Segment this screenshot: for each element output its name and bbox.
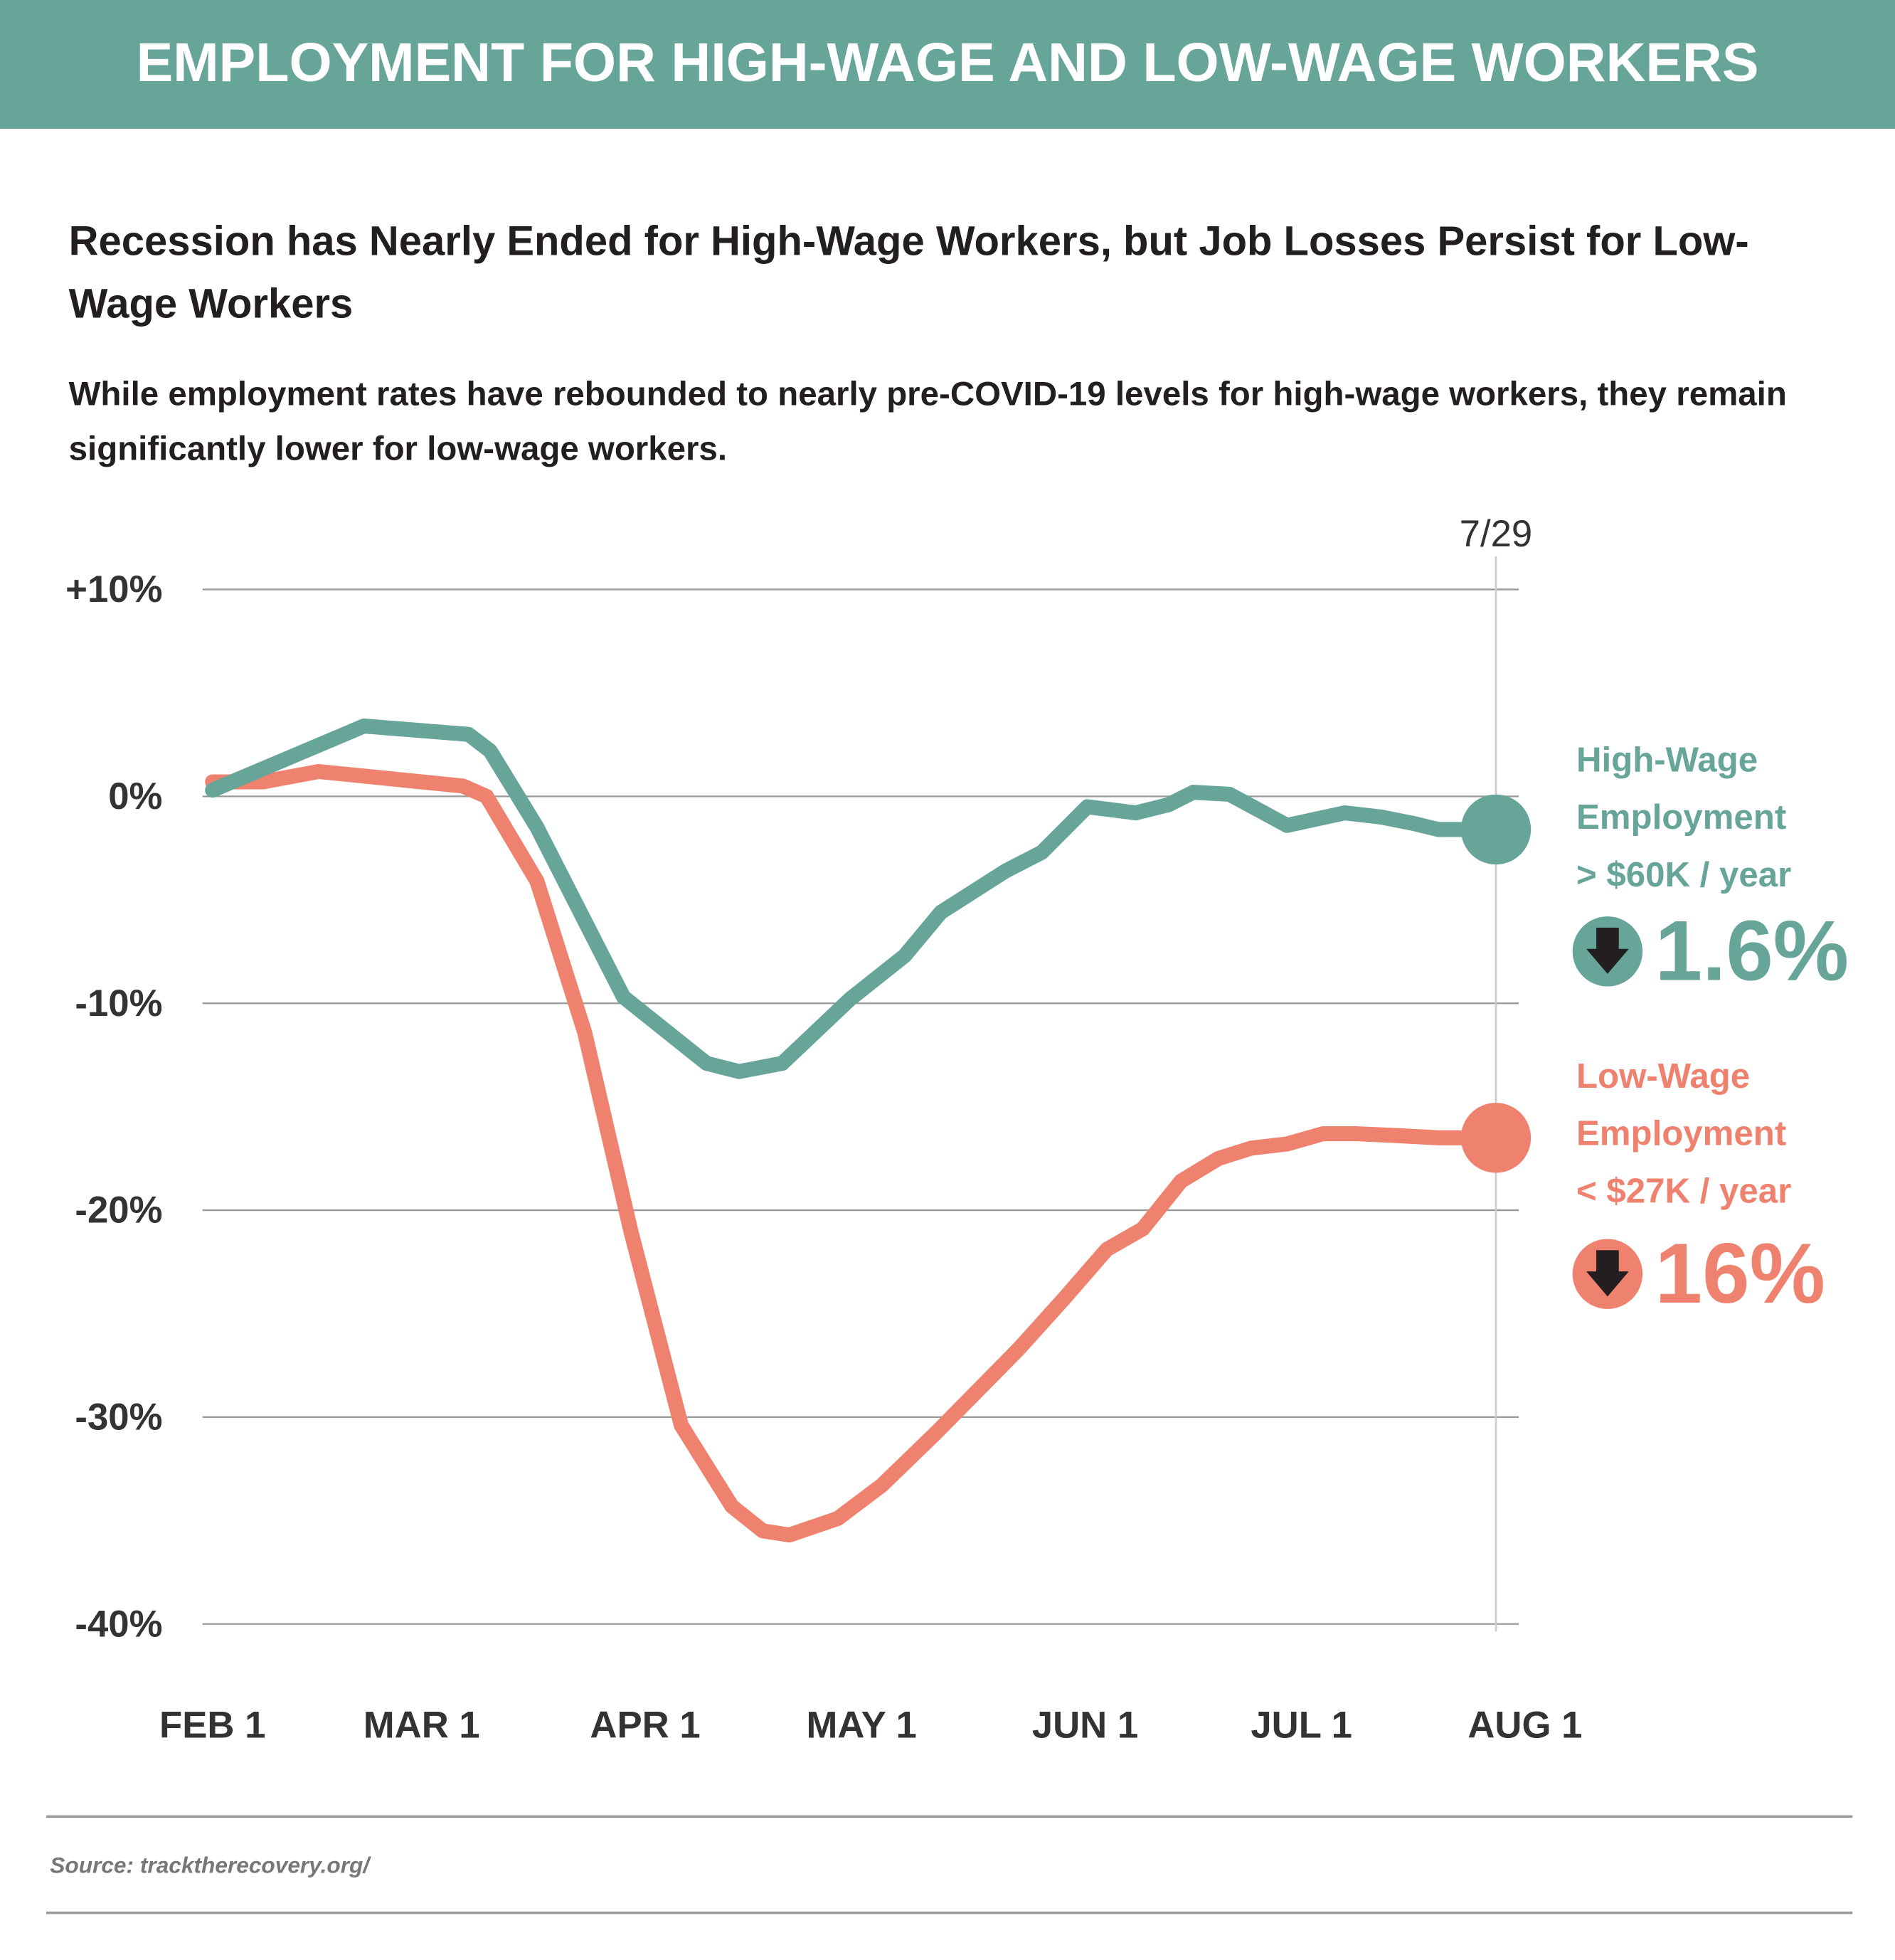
low-wage-change: 16% [1572,1225,1825,1323]
legend-high-line3: > $60K / year [1576,854,1792,894]
y-tick-label: -30% [75,1396,162,1438]
down-arrow-icon [1572,1239,1643,1309]
footer-divider-bottom [46,1911,1853,1914]
y-tick-label: +10% [65,568,162,610]
high-wage-change: 1.6% [1572,903,1849,1000]
legend-low-line1: Low-Wage [1576,1056,1751,1096]
date-marker-label: 7/29 [1460,513,1533,555]
footer-divider-top [46,1815,1853,1818]
x-tick-label: APR 1 [590,1705,700,1747]
high-wage-end-dot [1460,794,1532,865]
legend-high-line2: Employment [1576,798,1787,837]
legend-low-line2: Employment [1576,1113,1787,1153]
y-tick-label: -40% [75,1603,162,1645]
y-tick-label: -20% [75,1190,162,1231]
x-tick-label: AUG 1 [1467,1705,1582,1747]
x-tick-label: JUN 1 [1032,1705,1138,1747]
y-tick-label: -10% [75,982,162,1024]
legend-low-wage: Low-Wage Employment < $27K / year [1576,1048,1791,1221]
x-tick-label: MAR 1 [363,1705,480,1747]
legend-low-line3: < $27K / year [1576,1171,1792,1211]
x-tick-label: JUL 1 [1251,1705,1352,1747]
x-tick-label: MAY 1 [807,1705,917,1747]
high-wage-change-value: 1.6% [1655,904,1849,1000]
x-tick-label: FEB 1 [159,1705,265,1747]
chart-subtitle: Recession has Nearly Ended for High-Wage… [68,217,1749,327]
y-tick-label: 0% [108,775,162,817]
legend-high-line1: High-Wage [1576,740,1758,779]
low-wage-line [205,763,1512,1543]
low-wage-change-value: 16% [1655,1226,1825,1322]
high-wage-line [205,718,1512,1079]
header-bar: EMPLOYMENT FOR HIGH-WAGE AND LOW-WAGE WO… [0,0,1895,129]
header-title: EMPLOYMENT FOR HIGH-WAGE AND LOW-WAGE WO… [136,32,1759,94]
chart-description: While employment rates have rebounded to… [68,375,1787,468]
source-note: Source: tracktherecovery.org/ [50,1853,370,1878]
down-arrow-icon [1572,916,1643,987]
low-wage-end-dot [1460,1103,1532,1173]
legend-high-wage: High-Wage Employment > $60K / year [1576,731,1791,904]
